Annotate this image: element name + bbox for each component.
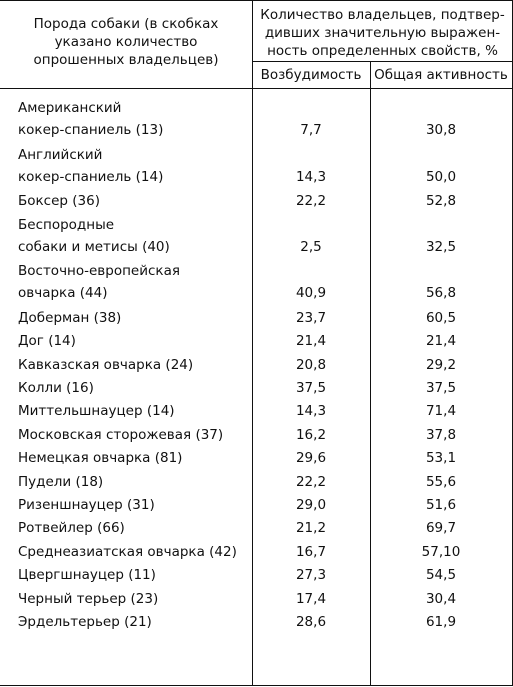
breed-name-line: Восточно-европейская: [18, 263, 180, 280]
excitability-cell: 22,2: [295, 473, 327, 490]
owners-header-line: Количество владельцев, подтвер-: [260, 7, 505, 23]
activity-cell: 71,4: [425, 403, 457, 420]
breed-name-cell: Пудели (18): [18, 471, 103, 493]
breed-name-line: Доберман (38): [18, 309, 122, 326]
activity-cell: 32,5: [425, 238, 457, 255]
breed-name-line: собаки и метисы (40): [18, 238, 170, 255]
breed-name-cell: Доберман (38): [18, 307, 121, 329]
activity-cell: 57,10: [421, 543, 461, 560]
activity-cell: 51,6: [425, 497, 457, 513]
header-bottom-rule: [0, 88, 513, 89]
excitability-cell: 29,6: [295, 450, 327, 467]
breed-name-line: Среднеазиатская овчарка (42): [18, 543, 237, 560]
excitability-cell: 20,8: [295, 356, 327, 373]
breed-name-line: Эрдельтерьер (21): [18, 614, 152, 630]
column-divider: [252, 0, 253, 686]
column-divider: [370, 61, 371, 686]
breed-name-line: Цвергшнауцер (11): [18, 567, 156, 584]
breed-name-cell: Московская сторожевая (37): [18, 424, 223, 446]
owners-column-header: Количество владельцев, подтвер- дивших з…: [252, 6, 513, 60]
breed-name-line: Немецкая овчарка (81): [18, 450, 183, 467]
breed-name-cell: Немецкая овчарка (81): [18, 447, 182, 469]
excitability-cell: 21,4: [295, 333, 327, 350]
excitability-cell: 2,5: [300, 238, 322, 255]
owners-header-line: дивших значительную выражен-: [264, 25, 501, 41]
owners-header-line: ность определенных свойств, %: [267, 43, 498, 59]
activity-cell: 60,5: [425, 309, 457, 326]
activity-cell: 56,8: [425, 285, 457, 302]
table-bottom-rule: [0, 685, 513, 686]
excitability-cell: 17,4: [295, 590, 327, 607]
excitability-column-header: Возбудимость: [260, 67, 362, 83]
excitability-cell: 7,7: [300, 122, 322, 138]
breed-name-cell: Дог (14): [18, 330, 76, 352]
breed-name-line: кокер-спаниель (14): [18, 168, 164, 185]
breed-name-cell: Кавказская овчарка (24): [18, 354, 193, 376]
activity-cell: 52,8: [425, 193, 457, 210]
breed-name-line: Американский: [18, 100, 122, 116]
breed-name-line: Ротвейлер (66): [18, 520, 125, 537]
excitability-cell: 14,3: [295, 403, 327, 420]
table-top-rule: [0, 0, 513, 1]
subheader-rule: [252, 61, 513, 62]
breed-name-line: Боксер (36): [18, 193, 100, 210]
breed-name-cell: Английский кокер-спаниель (14): [18, 144, 163, 188]
breed-name-line: кокер-спаниель (13): [18, 122, 164, 138]
breed-name-cell: Боксер (36): [18, 190, 100, 212]
excitability-cell: 40,9: [295, 285, 327, 302]
breed-name-cell: Черный терьер (23): [18, 588, 158, 610]
breed-column-header: Порода собаки (в скобках указано количес…: [0, 15, 252, 69]
breed-name-line: Кавказская овчарка (24): [18, 356, 194, 373]
breed-name-cell: Цвергшнауцер (11): [18, 564, 156, 586]
activity-cell: 50,0: [425, 168, 457, 185]
breed-name-line: Пудели (18): [18, 473, 104, 490]
activity-cell: 30,4: [425, 590, 457, 607]
activity-cell: 54,5: [425, 567, 457, 584]
breed-name-line: Черный терьер (23): [18, 590, 159, 607]
activity-cell: 29,2: [425, 356, 457, 373]
excitability-cell: 37,5: [295, 380, 327, 396]
excitability-cell: 16,2: [295, 426, 327, 443]
breed-name-line: Дог (14): [18, 333, 76, 350]
excitability-cell: 28,6: [295, 614, 327, 630]
breed-name-line: Беспородные: [18, 216, 115, 233]
activity-cell: 53,1: [425, 450, 457, 467]
breed-name-line: Московская сторожевая (37): [18, 426, 224, 443]
breed-name-line: Английский: [18, 146, 103, 163]
breed-header-line: указано количество: [54, 34, 198, 50]
breed-name-line: Колли (16): [18, 380, 94, 396]
excitability-cell: 22,2: [295, 193, 327, 210]
activity-cell: 21,4: [425, 333, 457, 350]
activity-cell: 37,8: [425, 426, 457, 443]
activity-column-header: Общая активность: [374, 67, 508, 83]
breed-name-cell: Среднеазиатская овчарка (42): [18, 541, 237, 563]
excitability-cell: 21,2: [295, 520, 327, 537]
activity-cell: 61,9: [425, 614, 457, 630]
breed-name-cell: Колли (16): [18, 377, 94, 399]
breed-name-cell: Ризеншнауцер (31): [18, 494, 155, 516]
breed-name-cell: Американский кокер-спаниель (13): [18, 97, 163, 141]
excitability-cell: 23,7: [295, 309, 327, 326]
excitability-cell: 27,3: [295, 567, 327, 584]
breed-name-line: Миттельшнауцер (14): [18, 403, 175, 420]
excitability-cell: 29,0: [295, 497, 327, 513]
breed-header-line: Порода собаки (в скобках: [33, 16, 219, 32]
excitability-cell: 14,3: [295, 168, 327, 185]
breed-header-line: опрошенных владельцев): [33, 52, 219, 68]
excitability-cell: 16,7: [295, 543, 327, 560]
activity-cell: 30,8: [425, 122, 457, 138]
breed-name-cell: Восточно-европейская овчарка (44): [18, 260, 180, 304]
breed-name-cell: Ротвейлер (66): [18, 517, 125, 539]
breed-name-cell: Миттельшнауцер (14): [18, 400, 175, 422]
breed-name-cell: Эрдельтерьер (21): [18, 611, 152, 633]
activity-cell: 69,7: [425, 520, 457, 537]
breed-name-cell: Беспородные собаки и метисы (40): [18, 214, 170, 258]
activity-cell: 37,5: [425, 380, 457, 396]
breed-name-line: Ризеншнауцер (31): [18, 497, 155, 513]
breed-name-line: овчарка (44): [18, 285, 108, 302]
activity-cell: 55,6: [425, 473, 457, 490]
